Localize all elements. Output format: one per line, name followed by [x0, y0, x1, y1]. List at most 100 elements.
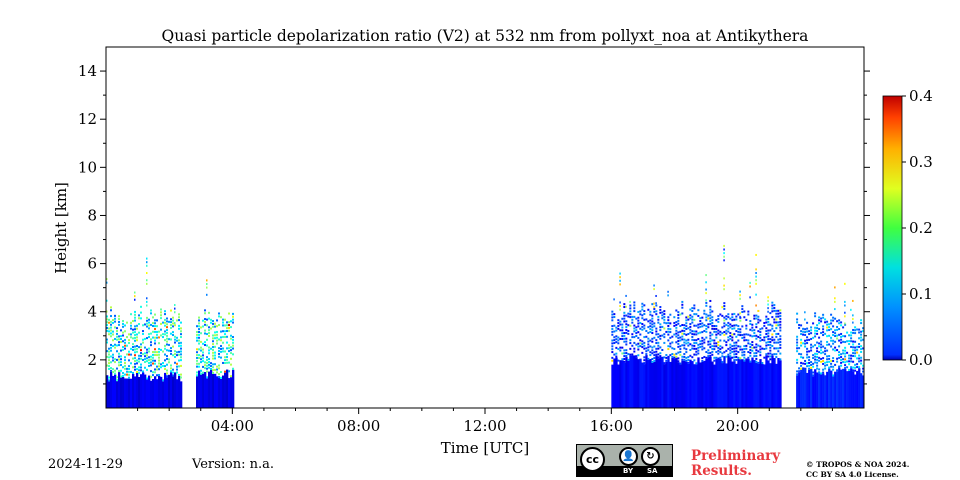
boundary-layer-column [210, 369, 213, 408]
aerosol-pixel [826, 329, 829, 332]
aerosol-pixel [836, 349, 839, 352]
aerosol-pixel [639, 333, 642, 336]
aerosol-pixel [637, 322, 640, 325]
aerosol-pixel [769, 340, 772, 343]
aerosol-pixel [623, 332, 626, 335]
aerosol-pixel [114, 361, 116, 364]
aerosol-pixel [665, 322, 668, 325]
aerosol-pixel [208, 360, 211, 363]
aerosol-pixel [106, 338, 108, 341]
aerosol-pixel [128, 370, 130, 373]
aerosol-pixel [178, 319, 180, 322]
aerosol-pixel [154, 325, 156, 328]
aerosol-pixel [779, 352, 782, 355]
aerosol-pixel [719, 313, 722, 316]
aerosol-pixel [842, 349, 845, 352]
aerosol-pixel [210, 327, 213, 330]
aerosol-pixel [683, 338, 686, 341]
aerosol-pixel [150, 344, 152, 347]
cc-license-badge[interactable]: cc 👤 ↻ BY SA [576, 444, 673, 477]
aerosol-pixel [673, 316, 676, 319]
aerosol-pixel [687, 318, 690, 321]
boundary-layer-column [715, 358, 718, 408]
aerosol-pixel [802, 333, 805, 336]
aerosol-pixel [162, 362, 164, 365]
boundary-layer-column [138, 377, 141, 408]
aerosol-pixel [679, 336, 682, 339]
aerosol-pixel [659, 311, 662, 314]
aerosol-pixel [679, 339, 682, 342]
aerosol-pixel [679, 324, 682, 327]
aerosol-pixel [681, 338, 684, 341]
aerosol-pixel [733, 318, 736, 321]
aerosol-pixel [773, 306, 776, 309]
aerosol-pixel [625, 352, 628, 355]
aerosol-pixel [806, 350, 809, 353]
aerosol-pixel [617, 339, 620, 342]
aerosol-pixel [846, 351, 849, 354]
aerosol-pixel [112, 339, 114, 342]
aerosol-pixel [779, 320, 782, 323]
aerosol-pixel [623, 317, 626, 320]
aerosol-pixel [114, 346, 116, 349]
aerosol-pixel [611, 319, 614, 322]
aerosol-pixel [106, 327, 108, 330]
aerosol-pixel [707, 343, 710, 346]
aerosol-pixel [767, 341, 770, 344]
aerosol-pixel [834, 349, 837, 352]
aerosol-pixel [745, 339, 748, 342]
aerosol-pixel [800, 333, 803, 336]
aerosol-pixel [158, 356, 160, 359]
aerosol-pixel [844, 335, 847, 338]
boundary-layer-column [164, 372, 167, 408]
aerosol-pixel [699, 317, 702, 320]
aerosol-pixel [830, 339, 833, 342]
aerosol-pixel [860, 319, 863, 322]
aerosol-pixel [214, 334, 217, 337]
aerosol-pixel [146, 368, 148, 371]
aerosol-pixel [854, 363, 857, 366]
aerosol-pixel [842, 358, 845, 361]
aerosol-pixel [852, 349, 855, 352]
aerosol-pixel [667, 319, 670, 322]
aerosol-pixel [641, 314, 644, 317]
aerosol-pixel [615, 329, 618, 332]
cloud-pixel [619, 301, 621, 304]
aerosol-pixel [180, 327, 182, 330]
aerosol-pixel [798, 347, 801, 350]
aerosol-pixel [649, 339, 652, 342]
boundary-layer-column [222, 375, 225, 408]
aerosol-pixel [858, 345, 861, 348]
aerosol-pixel [838, 328, 841, 331]
aerosol-pixel [723, 325, 726, 328]
boundary-layer-column [200, 374, 203, 408]
aerosol-pixel [806, 321, 809, 324]
boundary-layer-column [649, 358, 652, 408]
cloud-pixel [767, 296, 769, 299]
aerosol-pixel [705, 325, 708, 328]
aerosol-pixel [158, 362, 160, 365]
aerosol-pixel [170, 318, 172, 321]
aerosol-pixel [719, 345, 722, 348]
aerosol-pixel [679, 348, 682, 351]
aerosol-pixel [735, 347, 738, 350]
aerosol-pixel [721, 332, 724, 335]
aerosol-pixel [747, 333, 750, 336]
boundary-layer-column [212, 374, 215, 408]
aerosol-pixel [806, 356, 809, 359]
aerosol-pixel [771, 336, 774, 339]
aerosol-pixel [671, 341, 674, 344]
aerosol-pixel [818, 319, 821, 322]
aerosol-pixel [755, 357, 758, 360]
aerosol-pixel [733, 312, 736, 315]
boundary-layer-column [771, 355, 774, 408]
aerosol-pixel [657, 336, 660, 339]
aerosol-pixel [808, 359, 811, 362]
aerosol-pixel [820, 320, 823, 323]
aerosol-pixel [705, 316, 708, 319]
aerosol-pixel [214, 363, 217, 366]
aerosol-pixel [659, 346, 662, 349]
aerosol-pixel [613, 339, 616, 342]
aerosol-pixel [140, 352, 142, 355]
boundary-layer-column [108, 381, 111, 408]
